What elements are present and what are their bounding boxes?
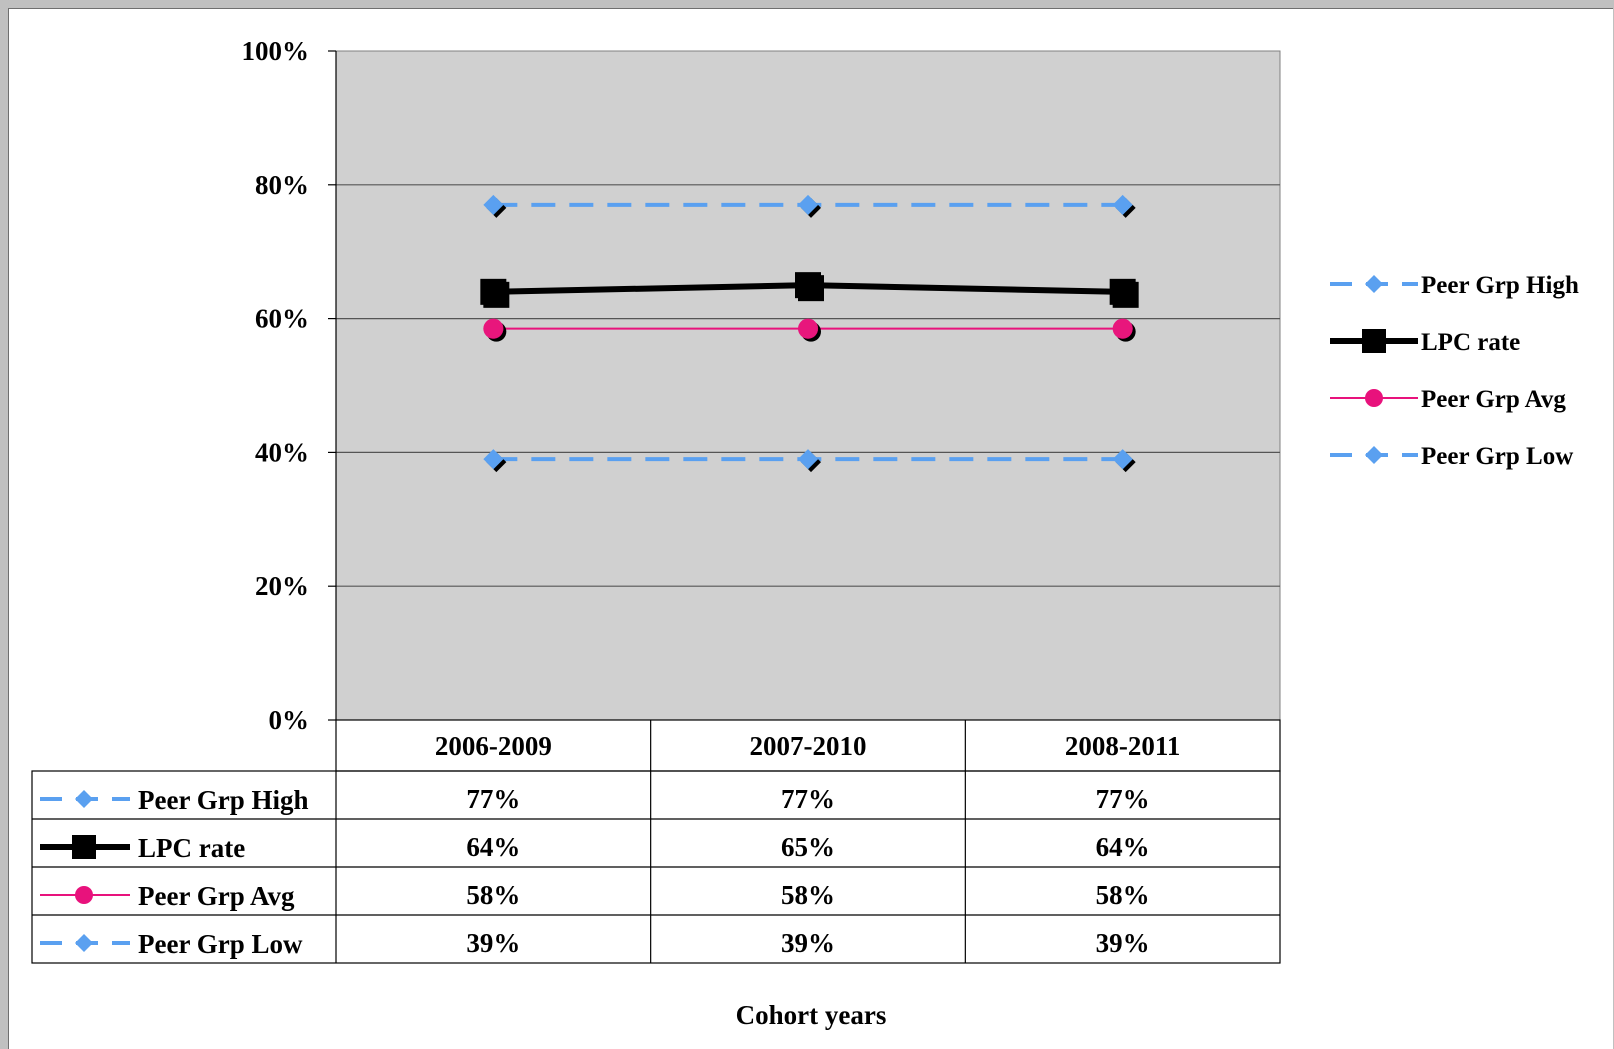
y-tick-label: 0% xyxy=(269,705,310,735)
table-series-label: Peer Grp High xyxy=(138,785,308,815)
table-series-label: Peer Grp Avg xyxy=(138,881,295,911)
data-point xyxy=(798,449,818,470)
table-cell-value: 39% xyxy=(1096,928,1150,958)
table-series-label: LPC rate xyxy=(138,833,245,863)
legend-label: Peer Grp High xyxy=(1421,272,1579,299)
y-tick-label: 20% xyxy=(255,571,309,601)
legend-key-marker xyxy=(1365,275,1383,293)
series-markers xyxy=(480,194,1136,470)
y-tick-label: 60% xyxy=(255,304,309,334)
data-point xyxy=(795,272,821,299)
table-cell-value: 58% xyxy=(466,880,520,910)
table-cell-value: 39% xyxy=(466,928,520,958)
data-point xyxy=(1112,449,1133,470)
legend-label: Peer Grp Low xyxy=(1421,443,1573,470)
y-tick-label: 80% xyxy=(255,170,309,200)
data-point xyxy=(483,194,504,215)
table-series-label: Peer Grp Low xyxy=(138,929,303,959)
y-tick-label: 100% xyxy=(242,36,310,66)
data-point xyxy=(798,318,818,339)
data-point xyxy=(1112,194,1133,215)
y-tick-label: 40% xyxy=(255,437,309,467)
table-key-marker xyxy=(72,835,96,859)
legend-key-marker xyxy=(1362,329,1386,353)
data-point xyxy=(798,194,818,215)
legend-label: LPC rate xyxy=(1421,329,1520,356)
data-table: 2006-2009 2007-2010 2008-2011 Peer Grp High… xyxy=(31,719,1281,964)
legend: Peer Grp High LPC rate Peer Grp Avg Peer Gr… xyxy=(1330,272,1579,470)
x-tick-label: 2007-2010 xyxy=(750,731,867,761)
plot-area xyxy=(335,50,1281,721)
data-point xyxy=(480,278,507,305)
legend-label: Peer Grp Avg xyxy=(1421,386,1566,413)
table-cell-value: 64% xyxy=(466,832,520,862)
table-key-marker xyxy=(75,790,93,808)
table-cell-value: 58% xyxy=(1096,880,1150,910)
x-tick-label: 2008-2011 xyxy=(1065,731,1181,761)
legend-key-marker xyxy=(1365,389,1383,407)
y-axis: 0% 20% 40% 60% 80% 100% xyxy=(242,36,337,735)
data-point xyxy=(1109,278,1136,305)
table-key-marker xyxy=(75,934,93,952)
table-key-marker xyxy=(75,886,93,904)
table-cell-value: 64% xyxy=(1096,832,1150,862)
table-cell-value: 58% xyxy=(781,880,835,910)
data-point xyxy=(483,449,504,470)
table-cell-value: 39% xyxy=(781,928,835,958)
table-cell-value: 65% xyxy=(781,832,835,862)
data-point xyxy=(483,318,504,339)
table-cell-value: 77% xyxy=(1096,784,1150,814)
legend-key-marker xyxy=(1365,446,1383,464)
x-axis-label: Cohort years xyxy=(736,1000,887,1030)
x-tick-label: 2006-2009 xyxy=(435,731,552,761)
table-cell-value: 77% xyxy=(781,784,835,814)
table-cell-value: 77% xyxy=(466,784,520,814)
data-point xyxy=(1112,318,1133,339)
